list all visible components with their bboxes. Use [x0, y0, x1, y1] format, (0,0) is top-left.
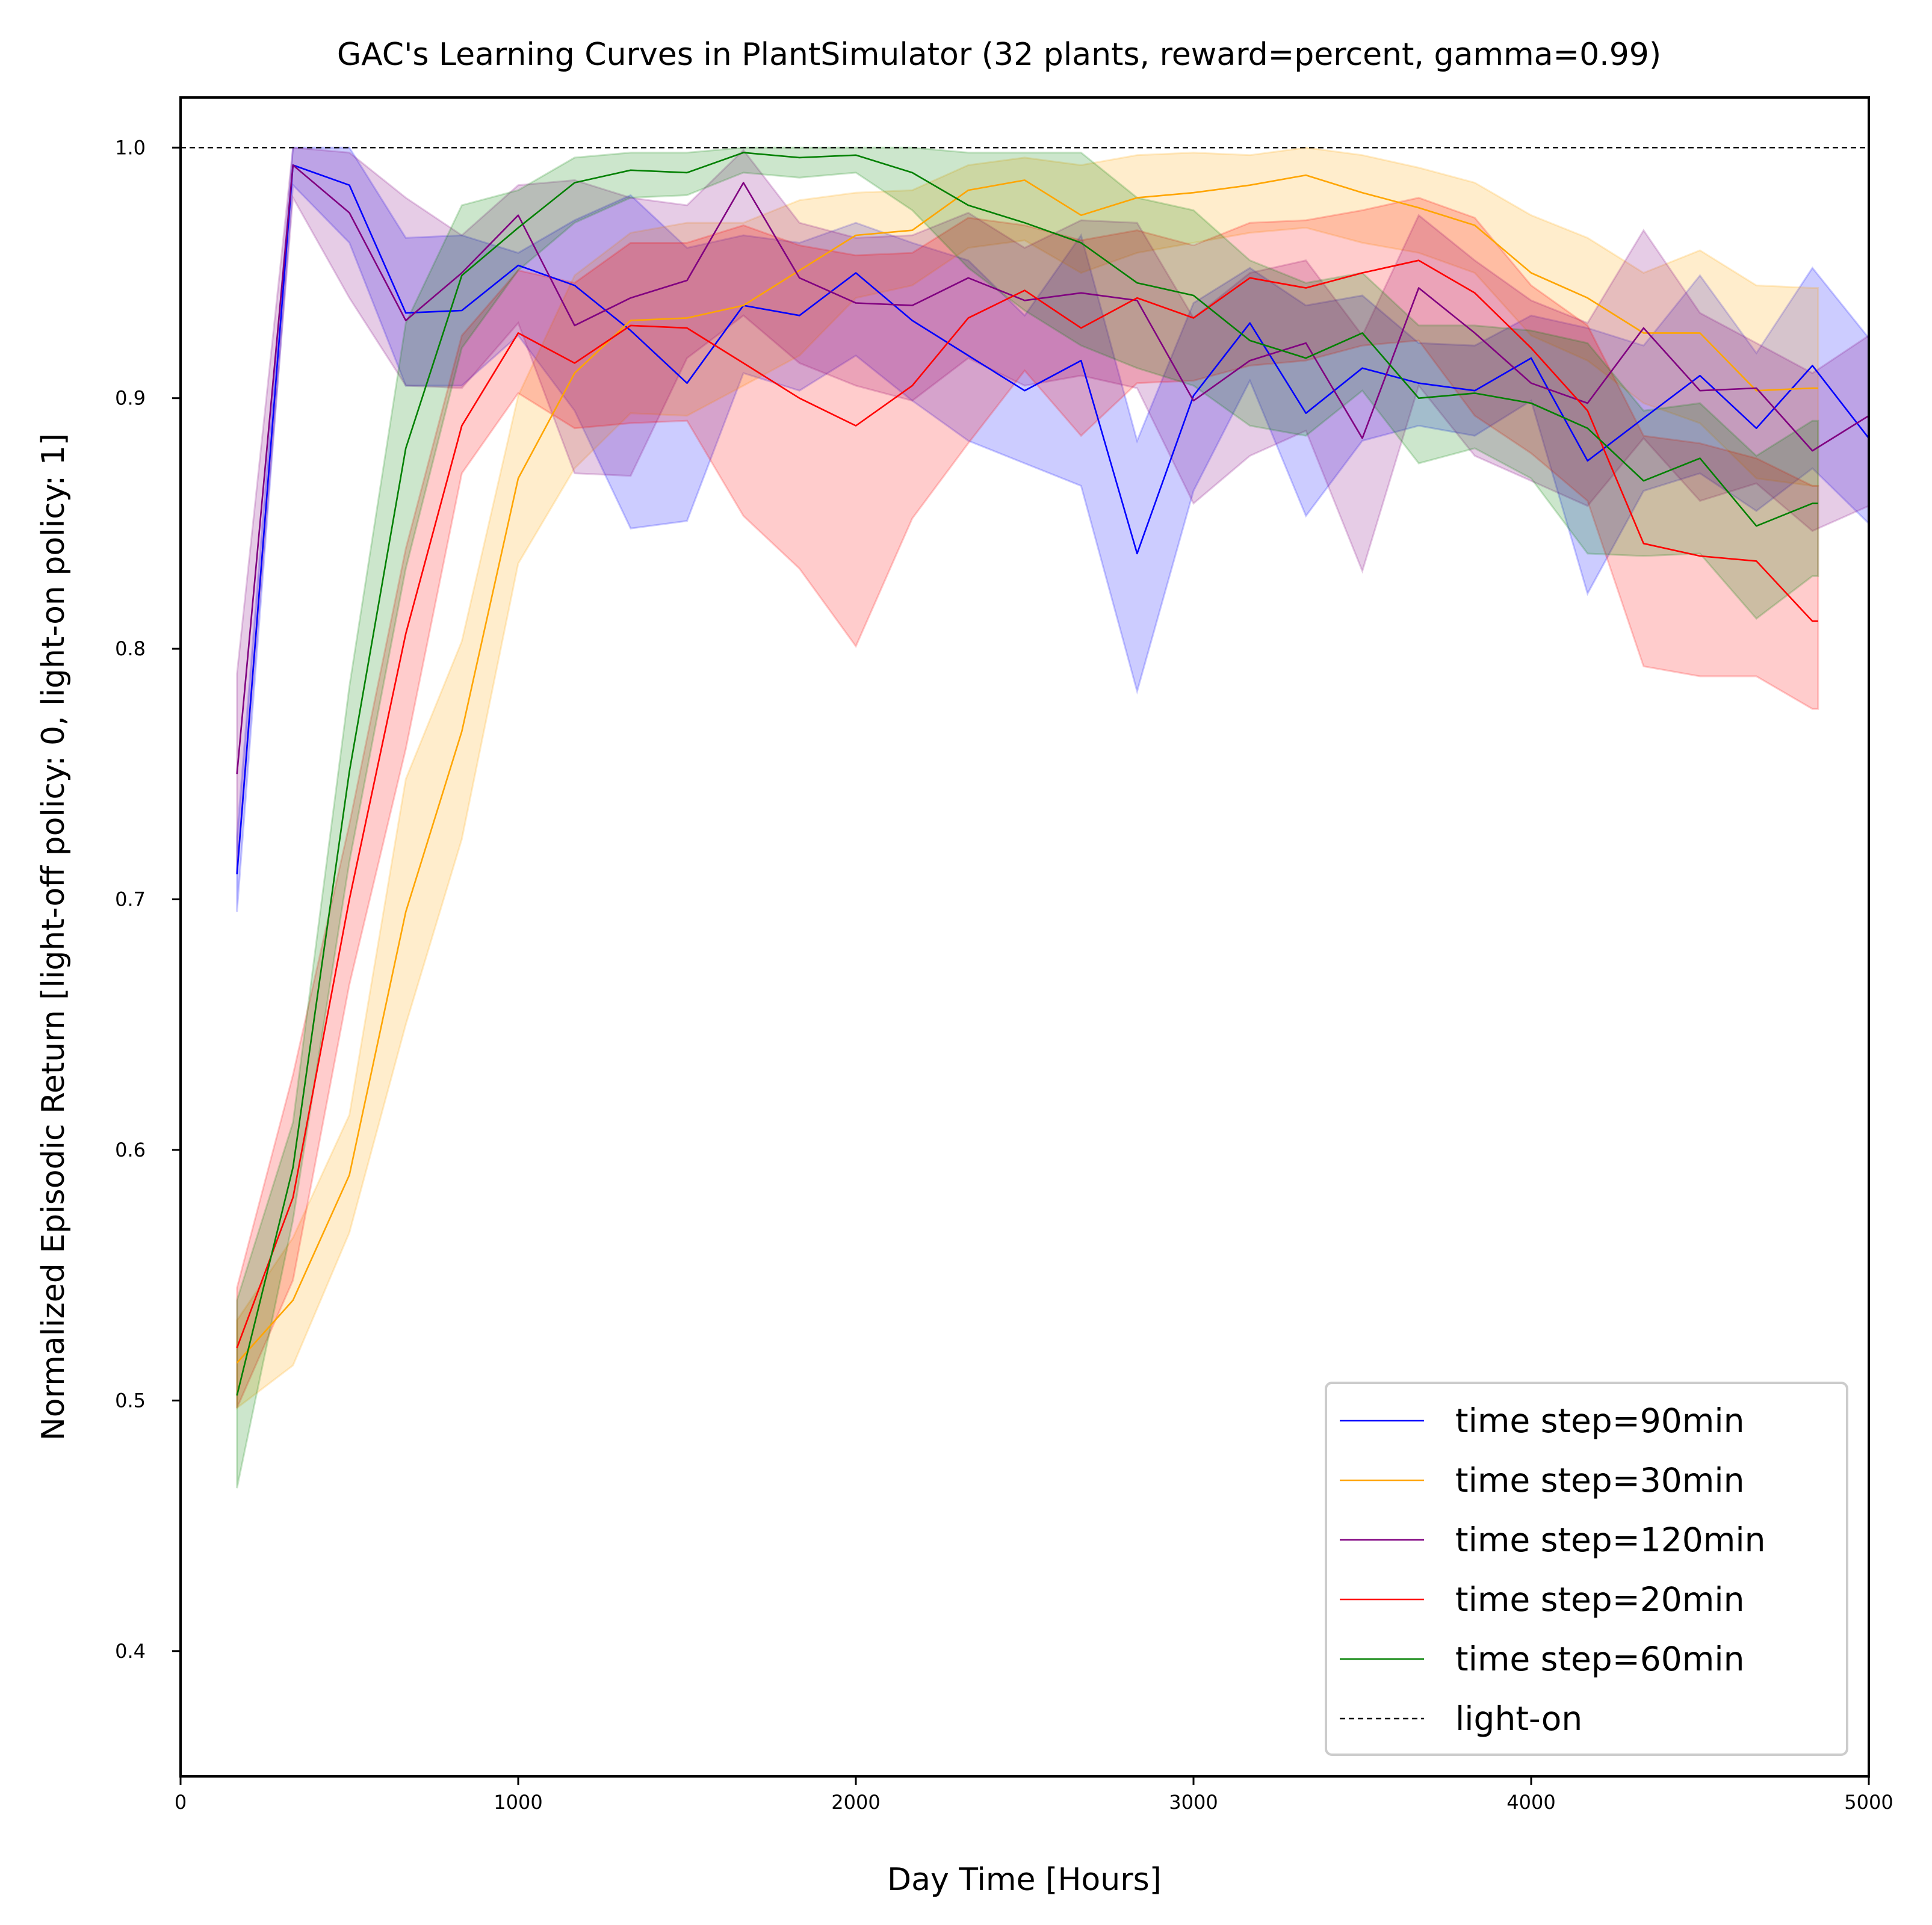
- legend-items: time step=90min time step=30min time step=…: [1340, 1401, 1766, 1738]
- x-tick-label: 2000: [831, 1791, 880, 1814]
- time-step-120min-line: [236, 164, 1869, 774]
- legend-label-time-step-30min: time step=30min: [1455, 1461, 1745, 1500]
- x-tick-label: 4000: [1506, 1791, 1555, 1814]
- x-tick-label: 3000: [1169, 1791, 1218, 1814]
- legend-label-time-step-20min: time step=20min: [1455, 1580, 1745, 1619]
- x-axis-ticks: 0 1000 2000 3000 4000 5000: [175, 1776, 1893, 1814]
- legend-label-light-on: light-on: [1455, 1699, 1582, 1738]
- x-tick-label: 0: [175, 1791, 187, 1814]
- time-step-30min-band: [236, 146, 1819, 1410]
- y-tick-label: 1.0: [115, 136, 146, 159]
- time-step-20min-line: [236, 259, 1818, 1349]
- legend-box: [1325, 1382, 1848, 1756]
- series-lines: [236, 152, 1870, 1396]
- y-tick-label: 0.7: [115, 888, 146, 911]
- plot-frame: [179, 96, 1870, 1778]
- time-step-60min-line: [236, 152, 1818, 1396]
- x-tick-label: 1000: [494, 1791, 542, 1814]
- legend-label-time-step-60min: time step=60min: [1455, 1640, 1745, 1678]
- y-axis-ticks: 0.4 0.5 0.6 0.7 0.8 0.9 1.0: [115, 136, 181, 1663]
- y-tick-label: 0.4: [115, 1640, 146, 1663]
- x-tick-label: 5000: [1844, 1791, 1893, 1814]
- y-axis-label: Normalized Episodic Return [light-off po…: [36, 433, 72, 1441]
- legend-label-time-step-90min: time step=90min: [1455, 1401, 1745, 1440]
- chart-title: GAC's Learning Curves in PlantSimulator …: [337, 37, 1661, 73]
- y-tick-label: 0.6: [115, 1139, 146, 1161]
- y-tick-label: 0.8: [115, 637, 146, 660]
- x-axis-label: Day Time [Hours]: [887, 1862, 1162, 1898]
- legend-label-time-step-120min: time step=120min: [1455, 1521, 1766, 1559]
- time-step-30min-line: [236, 174, 1818, 1364]
- y-tick-label: 0.5: [115, 1389, 146, 1412]
- y-tick-label: 0.9: [115, 387, 146, 410]
- time-step-20min-band: [236, 197, 1819, 1409]
- legend: time step=90min time step=30min time step=…: [1325, 1382, 1848, 1756]
- time-step-90min-line: [236, 164, 1870, 875]
